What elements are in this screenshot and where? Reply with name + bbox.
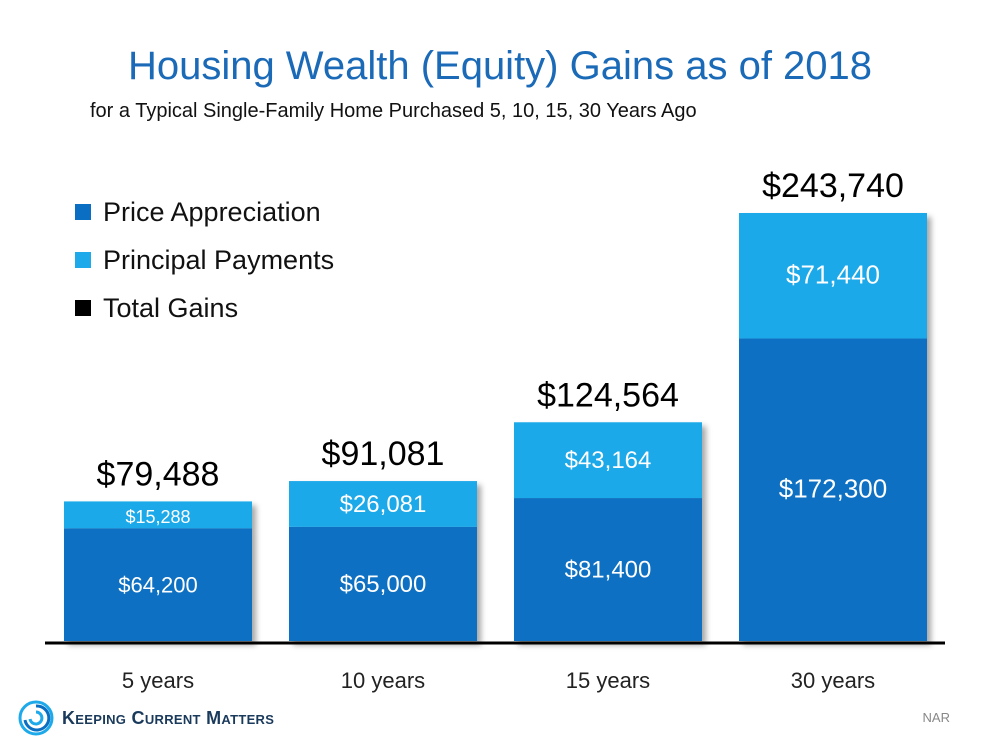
total-value-label: $243,740: [762, 167, 904, 205]
segment-value-label: $65,000: [340, 571, 427, 598]
bar-principal-payments: [64, 501, 252, 529]
segment-value-label: $172,300: [779, 474, 887, 504]
swirl-logo-icon: [18, 700, 54, 736]
legend-item-total-gains: Total Gains: [75, 284, 334, 332]
segment-value-label: $26,081: [340, 491, 427, 518]
chart-title: Housing Wealth (Equity) Gains as of 2018: [127, 44, 873, 88]
bar-group: [289, 481, 477, 641]
chart-subtitle: for a Typical Single-Family Home Purchas…: [90, 100, 697, 122]
legend-swatch-principal-payments: [75, 252, 91, 268]
total-value-label: $124,564: [537, 376, 679, 414]
legend-label-total-gains: Total Gains: [103, 292, 239, 323]
bar-price-appreciation: [64, 528, 252, 641]
segment-value-label: $43,164: [565, 447, 652, 474]
bar-price-appreciation: [739, 338, 927, 641]
segment-value-label: $64,200: [118, 573, 198, 598]
category-tick-label: 10 years: [341, 668, 425, 693]
bar-principal-payments: [289, 481, 477, 527]
bar-group: [64, 501, 252, 641]
category-tick-label: 5 years: [122, 668, 194, 693]
category-tick-label: 30 years: [791, 668, 875, 693]
legend-label-principal-payments: Principal Payments: [103, 244, 335, 275]
legend: Price Appreciation Principal Payments To…: [75, 188, 334, 332]
bar-principal-payments: [739, 213, 927, 339]
bar-group: [739, 213, 927, 641]
legend-item-principal-payments: Principal Payments: [75, 236, 334, 284]
total-value-label: $79,488: [97, 455, 220, 493]
bar-price-appreciation: [289, 526, 477, 641]
logo-text: Keeping Current Matters: [62, 707, 275, 728]
legend-swatch-total-gains: [75, 300, 91, 316]
bar-price-appreciation: [514, 498, 702, 641]
legend-swatch-price-appreciation: [75, 204, 91, 220]
segment-value-label: $15,288: [125, 507, 190, 527]
bar-principal-payments: [514, 422, 702, 499]
logo: Keeping Current Matters: [18, 700, 274, 736]
source-label: NAR: [922, 710, 950, 725]
total-value-label: $91,081: [322, 435, 445, 473]
legend-label-price-appreciation: Price Appreciation: [103, 196, 321, 227]
segment-value-label: $71,440: [786, 260, 880, 290]
category-tick-label: 15 years: [566, 668, 650, 693]
bar-group: [514, 422, 702, 641]
legend-item-price-appreciation: Price Appreciation: [75, 188, 334, 236]
segment-value-label: $81,400: [565, 557, 652, 584]
